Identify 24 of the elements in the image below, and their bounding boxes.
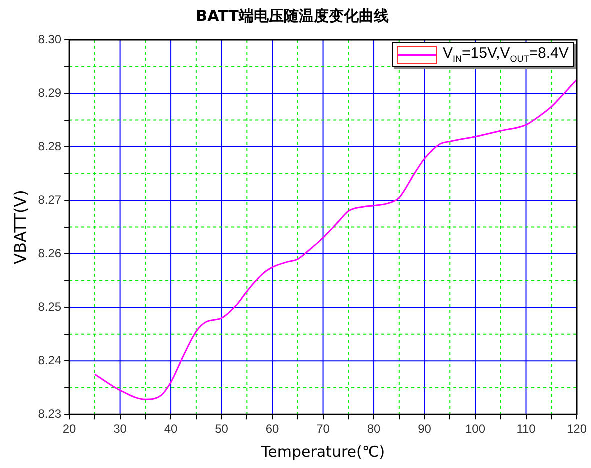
x-tick-label: 40 <box>164 422 178 436</box>
x-tick-label: 60 <box>266 422 280 436</box>
x-tick-label: 20 <box>62 422 77 436</box>
y-tick-label: 8.24 <box>38 353 62 368</box>
y-tick-label: 8.30 <box>38 32 62 46</box>
y-tick-label: 8.26 <box>38 246 62 260</box>
y-tick-label: 8.28 <box>38 139 62 154</box>
x-tick-label: 30 <box>114 422 128 436</box>
x-tick-label: 90 <box>418 422 432 436</box>
chart-title: BATT端电压随温度变化曲线 <box>196 6 389 25</box>
y-tick-label: 8.29 <box>38 86 62 100</box>
y-tick-label: 8.23 <box>38 406 62 421</box>
x-axis-title: Temperature(℃) <box>260 442 386 461</box>
x-tick-label: 80 <box>367 422 382 436</box>
y-tick-label: 8.27 <box>38 192 62 207</box>
legend-label: V$_{IN}$=15V,V$_{OUT}$=8.4V <box>443 45 569 64</box>
x-tick-label: 50 <box>215 422 229 436</box>
y-tick-label: 8.25 <box>38 300 62 314</box>
x-tick-label: 110 <box>516 422 536 436</box>
x-tick-label: 100 <box>465 422 486 436</box>
line-series <box>94 78 577 400</box>
x-tick-label: 120 <box>566 422 588 436</box>
x-tick-label: 70 <box>316 422 330 436</box>
y-axis-title: VBATT(V) <box>10 190 30 264</box>
